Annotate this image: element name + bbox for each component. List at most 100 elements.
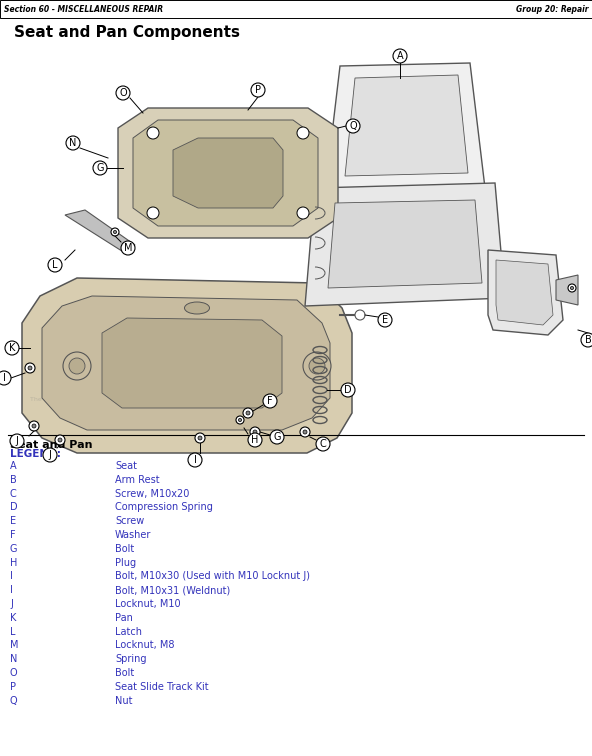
Polygon shape (488, 250, 563, 335)
Text: K: K (9, 343, 15, 353)
Text: Seat and Pan Components: Seat and Pan Components (14, 26, 240, 41)
Circle shape (121, 241, 135, 255)
Circle shape (378, 313, 392, 327)
Text: Bolt: Bolt (115, 544, 134, 554)
Text: J: J (10, 599, 13, 609)
Text: O: O (119, 88, 127, 98)
Circle shape (10, 434, 24, 448)
Circle shape (270, 430, 284, 444)
Circle shape (250, 427, 260, 437)
Circle shape (114, 231, 117, 234)
Circle shape (251, 83, 265, 97)
Circle shape (297, 127, 309, 139)
Text: Bolt: Bolt (115, 668, 134, 678)
Text: J: J (49, 450, 52, 460)
Text: G: G (96, 163, 104, 173)
Circle shape (43, 448, 57, 462)
Circle shape (5, 341, 19, 355)
Text: K: K (10, 613, 17, 623)
Circle shape (147, 127, 159, 139)
Text: Compression Spring: Compression Spring (115, 503, 213, 513)
Text: I: I (10, 572, 13, 581)
Polygon shape (118, 108, 338, 238)
Text: Screw: Screw (115, 516, 144, 526)
Circle shape (297, 207, 309, 219)
Circle shape (48, 258, 62, 272)
Text: L: L (10, 627, 15, 637)
Circle shape (29, 421, 39, 431)
Circle shape (111, 228, 119, 236)
Text: Plug: Plug (115, 558, 136, 568)
Circle shape (243, 408, 253, 418)
Text: I: I (194, 455, 197, 465)
Circle shape (55, 435, 65, 445)
Circle shape (25, 363, 35, 373)
Text: N: N (69, 138, 77, 148)
Circle shape (195, 433, 205, 443)
Circle shape (0, 371, 11, 385)
Circle shape (253, 430, 257, 434)
Circle shape (568, 284, 576, 292)
Text: E: E (10, 516, 16, 526)
Text: Latch: Latch (115, 627, 142, 637)
Circle shape (239, 418, 242, 422)
Circle shape (346, 119, 360, 133)
Polygon shape (173, 138, 283, 208)
Circle shape (147, 207, 159, 219)
Text: B: B (585, 335, 591, 345)
Circle shape (188, 453, 202, 467)
Circle shape (355, 310, 365, 320)
Text: Seat: Seat (115, 461, 137, 471)
Circle shape (246, 411, 250, 415)
Text: O: O (10, 668, 18, 678)
Text: I: I (10, 585, 13, 595)
Text: G: G (10, 544, 18, 554)
Text: C: C (320, 439, 326, 449)
Text: A: A (10, 461, 17, 471)
Polygon shape (328, 200, 482, 288)
Circle shape (236, 416, 244, 424)
Text: F: F (10, 530, 15, 540)
Text: I: I (2, 373, 5, 383)
Text: N: N (10, 654, 17, 665)
Text: Q: Q (349, 121, 357, 131)
Text: J: J (15, 436, 18, 446)
Text: Washer: Washer (115, 530, 152, 540)
Polygon shape (65, 210, 135, 253)
Text: D: D (344, 385, 352, 395)
Circle shape (303, 430, 307, 434)
Text: Seat and Pan: Seat and Pan (10, 440, 92, 450)
Text: H: H (10, 558, 17, 568)
Text: Screw, M10x20: Screw, M10x20 (115, 488, 189, 499)
Circle shape (393, 49, 407, 63)
Circle shape (198, 436, 202, 440)
Polygon shape (305, 183, 505, 306)
Text: F: F (267, 396, 273, 406)
Polygon shape (102, 318, 282, 408)
Text: Locknut, M10: Locknut, M10 (115, 599, 181, 609)
Text: C: C (10, 488, 17, 499)
Text: Locknut, M8: Locknut, M8 (115, 640, 175, 650)
Polygon shape (556, 275, 578, 305)
Text: D: D (10, 503, 18, 513)
Circle shape (28, 366, 32, 370)
Text: Group 20: Repair: Group 20: Repair (516, 5, 588, 14)
Circle shape (581, 333, 592, 347)
Bar (0, 48, 592, 433)
Text: G: G (274, 432, 281, 442)
Text: TaeMaμual.com: TaeMaμual.com (55, 379, 226, 398)
Text: M: M (124, 243, 132, 253)
Text: E: E (382, 315, 388, 325)
Circle shape (263, 394, 277, 408)
Circle shape (69, 358, 85, 374)
Text: Bolt, M10x30 (Used with M10 Locknut J): Bolt, M10x30 (Used with M10 Locknut J) (115, 572, 310, 581)
Circle shape (116, 86, 130, 100)
Text: Seat Slide Track Kit: Seat Slide Track Kit (115, 682, 208, 692)
Text: Pan: Pan (115, 613, 133, 623)
Circle shape (66, 136, 80, 150)
Text: Arm Rest: Arm Rest (115, 475, 160, 485)
Text: A: A (397, 51, 403, 61)
Circle shape (303, 352, 331, 380)
Text: Spring: Spring (115, 654, 146, 665)
Text: The watermark will not appear on the actual print.: The watermark will not appear on the act… (30, 398, 189, 402)
